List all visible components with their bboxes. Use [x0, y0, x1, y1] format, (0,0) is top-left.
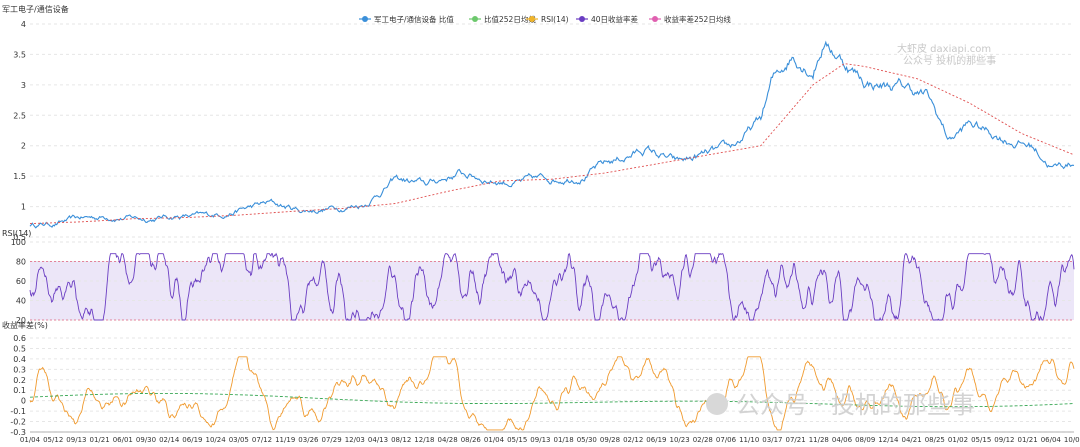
legend-label: 比值252日均线: [484, 14, 536, 24]
y-tick-label: 0.2: [13, 376, 26, 385]
series-ma-line: [29, 63, 1075, 225]
x-tick-label: 05/15: [971, 436, 991, 444]
y-tick-label: 0.5: [13, 233, 26, 242]
legend-label: RSI(14): [541, 15, 569, 24]
y-tick-label: 2.5: [13, 111, 26, 120]
x-tick-label: 08/26: [461, 436, 482, 444]
x-tick-label: 07/21: [786, 436, 806, 444]
x-tick-label: 06/01: [113, 436, 133, 444]
y-tick-label: -0.2: [10, 418, 26, 427]
x-tick-label: 12/14: [878, 436, 899, 444]
x-tick-label: 12/18: [414, 436, 434, 444]
x-tick-label: 02/14: [159, 436, 180, 444]
watermark-line2: 公众号 投机的那些事: [903, 54, 996, 67]
x-tick-label: 04/28: [438, 436, 458, 444]
y-tick-label: 0.6: [13, 334, 26, 343]
y-tick-label: 4: [21, 20, 26, 29]
series-return-diff-line: [29, 356, 1075, 431]
x-tick-label: 08/09: [855, 436, 875, 444]
y-tick-label: -0.3: [10, 428, 26, 437]
y-tick-label: 80: [16, 258, 26, 267]
y-tick-label: 60: [16, 277, 26, 286]
legend-label: 40日收益率差: [591, 14, 639, 24]
x-tick-label: 05/12: [43, 436, 63, 444]
y-tick-label: 0: [21, 397, 26, 406]
x-tick-label: 12/03: [345, 436, 365, 444]
x-tick-label: 11/28: [809, 436, 829, 444]
x-tick-label: 07/12: [252, 436, 272, 444]
x-tick-label: 09/30: [136, 436, 156, 444]
x-tick-label: 06/19: [182, 436, 202, 444]
x-tick-label: 09/13: [530, 436, 550, 444]
legend-swatch-dot: [529, 16, 535, 22]
x-tick-label: 07/29: [322, 436, 342, 444]
x-tick-label: 01/02: [948, 436, 968, 444]
y-tick-label: 20: [16, 316, 26, 325]
legend-swatch-dot: [472, 16, 478, 22]
legend-swatch-dot: [579, 16, 585, 22]
x-tick-label: 06/19: [646, 436, 666, 444]
x-tick-label: 06/04: [1041, 436, 1062, 444]
y-tick-label: 1.5: [13, 172, 26, 181]
legend-label: 军工电子/通信设备 比值: [374, 14, 454, 24]
x-tick-label: 11/10: [739, 436, 759, 444]
x-tick-label: 11/19: [275, 436, 295, 444]
x-tick-label: 01/04: [20, 436, 41, 444]
x-tick-label: 04/06: [832, 436, 853, 444]
x-tick-label: 10/23: [670, 436, 690, 444]
series-ratio-line: [29, 40, 1075, 229]
x-tick-label: 01/18: [554, 436, 574, 444]
x-tick-label: 08/25: [925, 436, 945, 444]
x-tick-label: 07/06: [716, 436, 737, 444]
watermark-big-text: 公众号 · 投机的那些事: [736, 391, 975, 419]
x-tick-label: 04/21: [902, 436, 922, 444]
y-tick-label: 2: [21, 142, 26, 151]
x-tick-label: 03/17: [762, 436, 782, 444]
y-tick-label: 0.3: [13, 365, 26, 374]
y-axis-title: 军工电子/通信设备: [2, 4, 69, 14]
y-tick-label: 0.4: [13, 355, 26, 364]
x-tick-label: 01/21: [90, 436, 110, 444]
x-tick-label: 10/24: [206, 436, 227, 444]
x-tick-label: 09/13: [66, 436, 86, 444]
series-rsi-line: [29, 252, 1075, 322]
legend-swatch-dot: [652, 16, 658, 22]
y-axis-title: 收益率差(%): [2, 320, 48, 330]
x-tick-label: 10/09: [1064, 436, 1080, 444]
y-axis-title: RSI(14): [2, 229, 31, 238]
series-return-diff-ma-line: [29, 392, 1075, 408]
x-tick-label: 02/12: [623, 436, 643, 444]
x-tick-label: 01/21: [1018, 436, 1038, 444]
legend-label: 收益率差252日均线: [664, 14, 731, 24]
x-tick-label: 09/12: [994, 436, 1014, 444]
legend-swatch-dot: [362, 16, 368, 22]
y-tick-label: 3.5: [13, 50, 26, 59]
y-tick-label: 40: [16, 297, 26, 306]
x-tick-label: 04/13: [368, 436, 388, 444]
y-tick-label: -0.1: [10, 407, 26, 416]
watermark-line1: 大虾皮 daxiapi.com: [897, 42, 991, 55]
x-tick-label: 08/12: [391, 436, 411, 444]
x-tick-label: 02/28: [693, 436, 713, 444]
x-tick-label: 03/26: [298, 436, 319, 444]
y-tick-label: 0.1: [13, 386, 26, 395]
x-tick-label: 05/30: [577, 436, 597, 444]
y-tick-label: 100: [11, 238, 26, 247]
y-tick-label: 3: [21, 81, 26, 90]
watermark-logo-icon: [706, 393, 728, 415]
x-tick-label: 01/04: [484, 436, 505, 444]
y-tick-label: 1: [21, 203, 26, 212]
x-tick-label: 09/28: [600, 436, 620, 444]
x-tick-label: 03/05: [229, 436, 249, 444]
x-tick-label: 05/15: [507, 436, 527, 444]
y-tick-label: 0.5: [13, 344, 26, 353]
